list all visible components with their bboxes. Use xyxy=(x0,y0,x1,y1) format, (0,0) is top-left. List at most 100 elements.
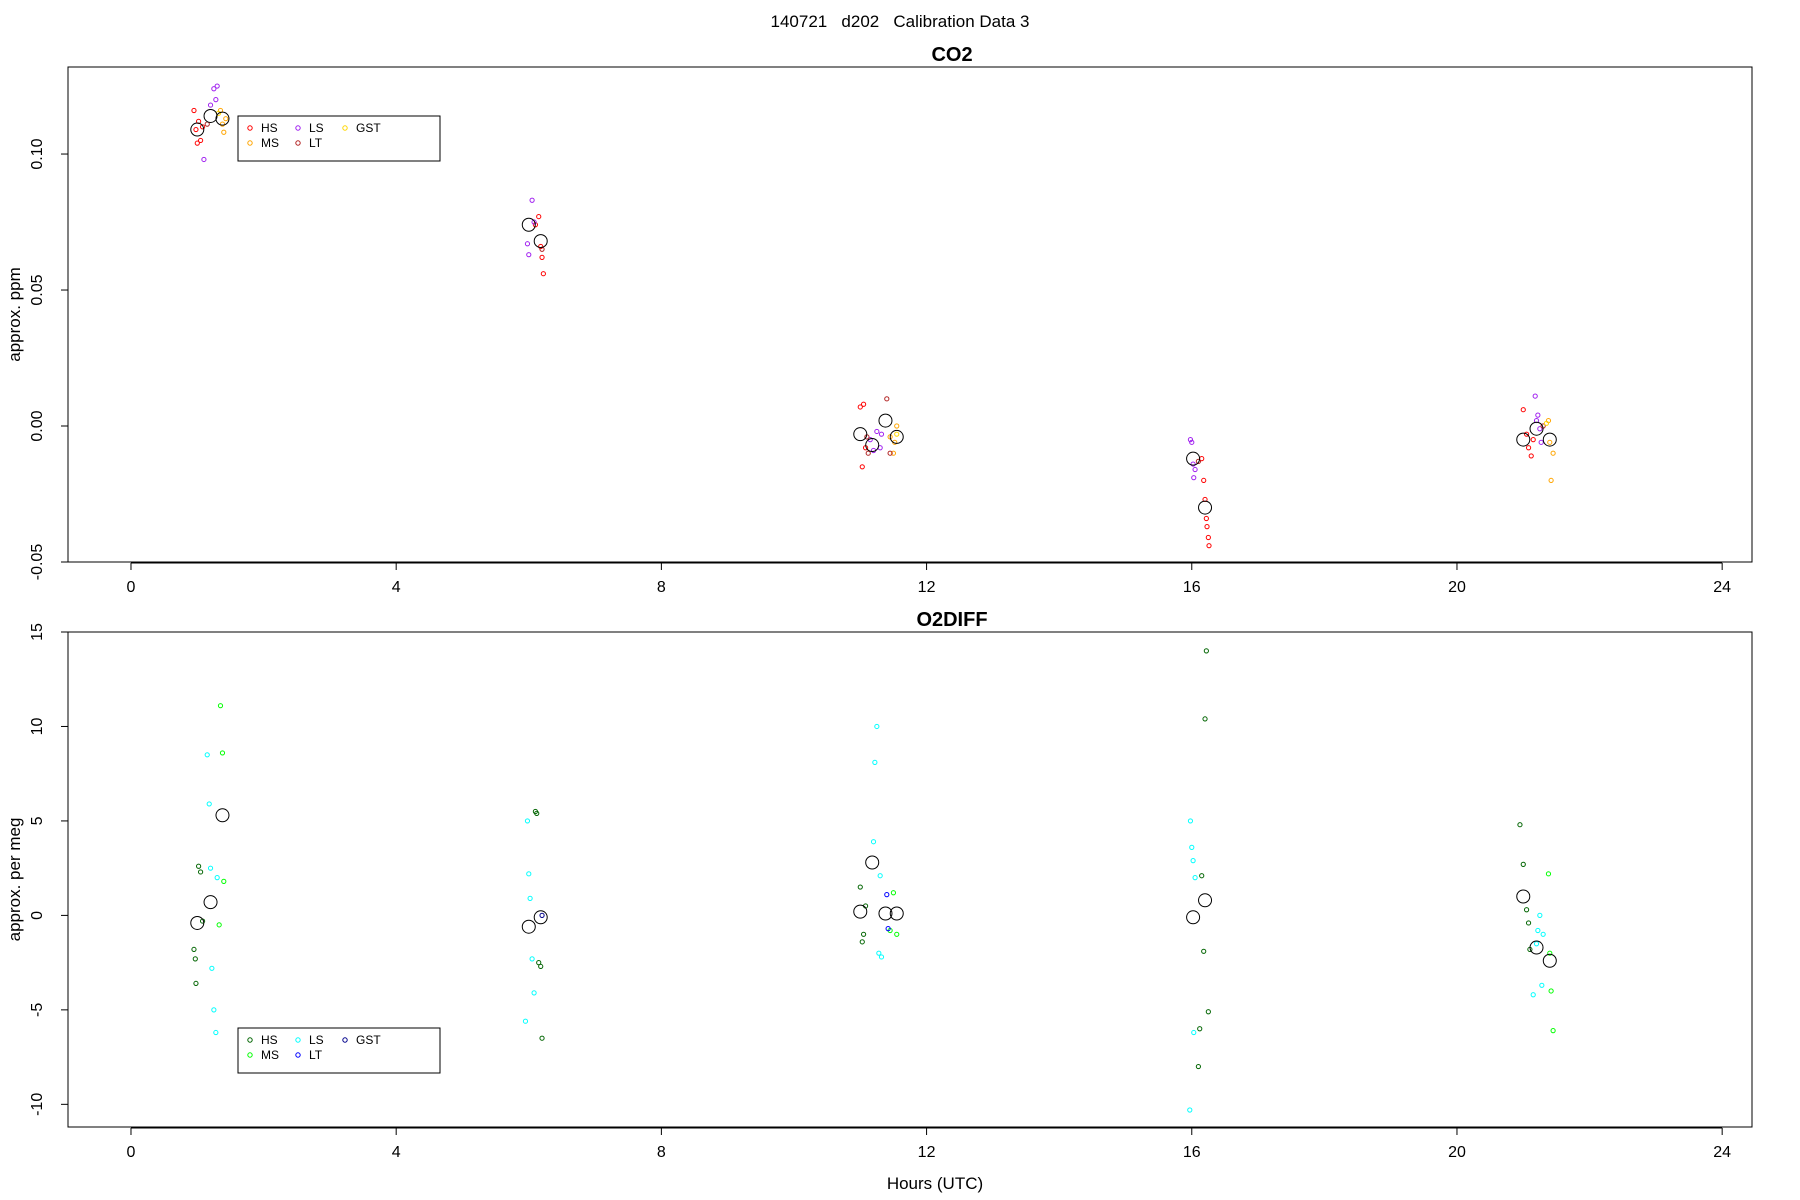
data-point-ms xyxy=(890,890,897,896)
y-tick-label: 15 xyxy=(29,623,46,641)
data-point-hs xyxy=(536,960,542,966)
chart-panel-co2: CO2 0 4 8 12 16 20 24 -0.05 0.00 0.05 0.10 approx. p… xyxy=(5,44,1753,596)
data-point-hs xyxy=(1525,445,1532,451)
legend-label: MS xyxy=(261,136,279,150)
data-point-ls xyxy=(1187,1107,1193,1113)
data-point-hs xyxy=(1195,1063,1202,1070)
data-point-ls xyxy=(529,197,535,203)
x-tick-label: 8 xyxy=(657,579,666,596)
mean-point xyxy=(533,234,548,249)
mean-point xyxy=(203,895,218,910)
data-point-ms xyxy=(1547,439,1553,445)
data-point-lt xyxy=(884,396,890,402)
data-point-ls xyxy=(1191,1029,1197,1036)
mean-point xyxy=(1198,500,1213,515)
data-point-hs xyxy=(1201,477,1207,484)
data-point-ls xyxy=(526,252,532,258)
data-point-ls xyxy=(529,956,535,962)
legend-label: LT xyxy=(309,136,323,150)
data-point-hs xyxy=(194,140,200,146)
legend-marker xyxy=(295,140,301,146)
mean-point xyxy=(1542,953,1557,968)
data-point-hs xyxy=(1201,948,1207,954)
data-point-lt xyxy=(865,450,871,456)
data-point-ls xyxy=(874,723,880,730)
chart-title: CO2 xyxy=(931,44,972,66)
legend-label: HS xyxy=(261,121,278,135)
data-point-ls xyxy=(1532,393,1538,399)
mean-point xyxy=(889,906,904,921)
mean-point xyxy=(1186,910,1201,925)
data-point-lt xyxy=(884,892,890,898)
data-point-hs xyxy=(1205,534,1211,541)
data-point-ls xyxy=(1530,992,1536,998)
legend-box xyxy=(237,115,441,162)
data-point-ms xyxy=(1547,950,1553,956)
data-point-hs xyxy=(1205,1009,1211,1015)
data-point-ls xyxy=(522,1018,529,1024)
data-point-hs xyxy=(193,126,199,133)
y-axis-label: approx. per meg xyxy=(5,818,24,942)
legend-marker xyxy=(342,1037,348,1043)
data-point-ls xyxy=(876,950,882,956)
legend-marker xyxy=(247,1037,253,1043)
y-tick-label: -0.05 xyxy=(29,544,46,581)
data-point-ls xyxy=(531,219,537,225)
mean-point xyxy=(521,217,536,232)
x-tick-label: 0 xyxy=(127,1144,136,1161)
mean-point xyxy=(865,855,880,870)
data-point-gst xyxy=(894,431,900,437)
data-point-ls xyxy=(870,839,877,845)
x-tick-label: 16 xyxy=(1183,579,1201,596)
legend-marker xyxy=(342,125,348,131)
data-point-ms xyxy=(223,116,229,122)
data-point-ls xyxy=(872,759,878,765)
data-point-ls xyxy=(206,801,212,807)
data-point-hs xyxy=(536,213,542,220)
data-point-ms xyxy=(1545,871,1552,877)
data-point-ls xyxy=(1537,912,1543,918)
mean-point xyxy=(865,438,880,453)
data-point-hs xyxy=(859,939,865,945)
legend-label: LT xyxy=(309,1048,323,1062)
data-point-ls xyxy=(1191,475,1197,481)
mean-point xyxy=(853,427,868,442)
chart-title: O2DIFF xyxy=(916,609,987,631)
data-point-ls xyxy=(207,865,214,871)
data-point-ms xyxy=(219,121,226,127)
data-point-ls xyxy=(877,873,883,879)
x-tick-label: 16 xyxy=(1183,1144,1201,1161)
x-tick-label: 20 xyxy=(1448,1144,1466,1161)
x-tick-label: 4 xyxy=(392,1144,401,1161)
x-tick-label: 12 xyxy=(918,579,936,596)
legend-marker xyxy=(247,140,253,146)
mean-point xyxy=(190,915,205,930)
data-point-hs xyxy=(534,810,540,816)
data-point-ls xyxy=(1189,439,1195,445)
data-point-ls xyxy=(207,102,214,108)
data-point-hs xyxy=(539,1035,545,1041)
data-point-hs xyxy=(197,137,204,144)
data-point-hs xyxy=(860,931,867,937)
data-point-hs xyxy=(1525,920,1532,926)
data-point-ls xyxy=(1540,931,1546,937)
legend-marker xyxy=(247,125,253,131)
x-tick-label: 12 xyxy=(918,1144,936,1161)
legend-label: LS xyxy=(309,121,324,135)
legend-label: GST xyxy=(356,121,381,135)
mean-point xyxy=(533,910,548,925)
data-point-hs xyxy=(539,254,545,260)
x-tick-label: 0 xyxy=(127,579,136,596)
data-point-hs xyxy=(191,107,197,114)
data-point-hs xyxy=(1528,453,1534,459)
y-tick-label: 0 xyxy=(29,911,46,920)
data-point-ls xyxy=(1538,439,1544,445)
data-point-hs xyxy=(1199,873,1205,879)
mean-point xyxy=(190,122,205,137)
data-point-hs xyxy=(196,863,202,869)
data-point-hs xyxy=(1530,437,1536,443)
y-tick-label: 0.10 xyxy=(29,138,46,169)
data-point-ms xyxy=(1548,477,1554,484)
mean-point xyxy=(203,108,218,123)
